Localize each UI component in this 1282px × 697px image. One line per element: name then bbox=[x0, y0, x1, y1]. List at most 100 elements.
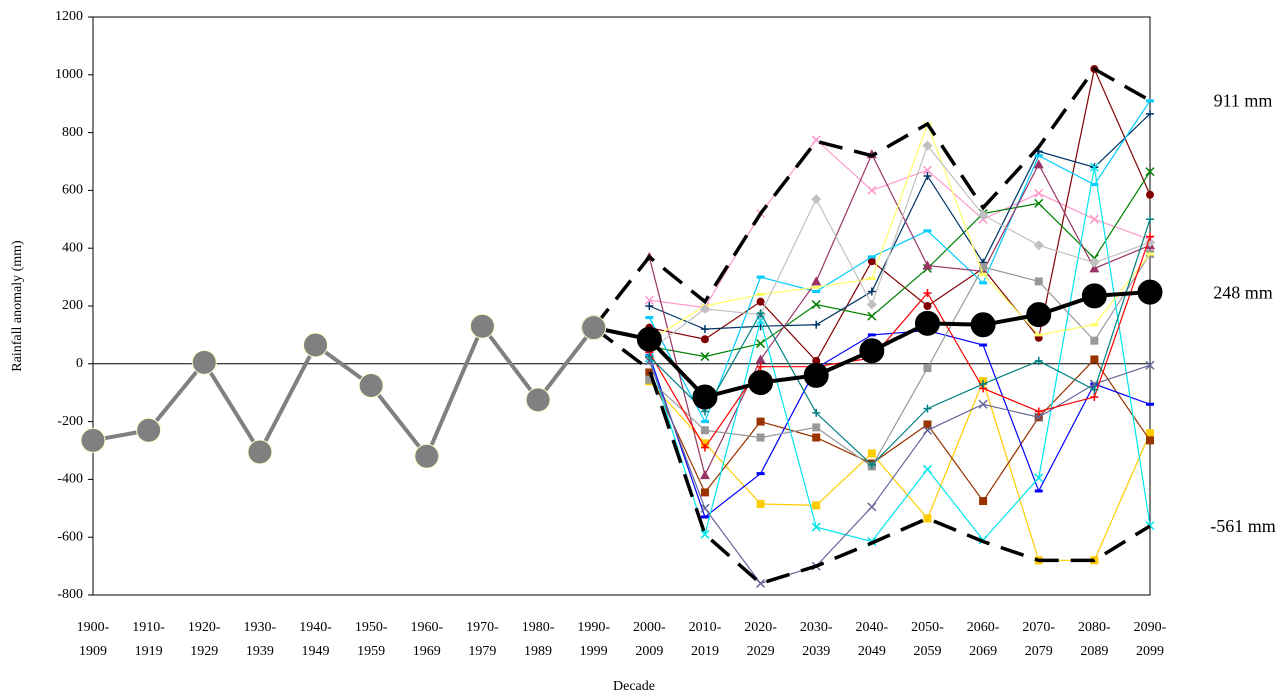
marker bbox=[699, 303, 710, 314]
marker bbox=[358, 372, 384, 398]
marker bbox=[1090, 355, 1099, 364]
marker bbox=[867, 185, 877, 195]
annotation: 248 mm bbox=[1213, 282, 1273, 302]
marker bbox=[748, 370, 774, 396]
x-tick-label: 1930-1939 bbox=[244, 620, 277, 659]
y-tick-label: 1200 bbox=[55, 9, 83, 24]
marker bbox=[923, 171, 932, 180]
y-tick-label: 200 bbox=[62, 298, 83, 313]
marker bbox=[811, 300, 821, 310]
marker bbox=[1090, 393, 1099, 402]
marker bbox=[867, 502, 877, 512]
marker bbox=[1089, 263, 1100, 273]
marker bbox=[191, 349, 217, 375]
marker bbox=[645, 352, 654, 361]
marker bbox=[812, 433, 821, 442]
marker bbox=[979, 262, 988, 271]
series-line bbox=[648, 360, 1151, 585]
marker bbox=[1089, 214, 1099, 224]
y-tick-label: -400 bbox=[57, 472, 83, 487]
x-tick-label: 1980-1989 bbox=[522, 620, 555, 659]
marker bbox=[923, 288, 932, 297]
marker bbox=[1145, 360, 1155, 370]
marker bbox=[756, 417, 765, 426]
marker bbox=[922, 260, 933, 270]
marker bbox=[1089, 162, 1099, 172]
series-line bbox=[648, 122, 1151, 342]
marker bbox=[812, 320, 821, 329]
series-line bbox=[648, 253, 1151, 468]
marker bbox=[811, 194, 822, 205]
marker bbox=[136, 417, 162, 443]
marker bbox=[1146, 190, 1154, 199]
series-line bbox=[648, 167, 1151, 543]
marker bbox=[923, 420, 932, 429]
x-tick-label: 1900-1909 bbox=[77, 620, 110, 659]
marker bbox=[644, 295, 654, 305]
marker bbox=[812, 408, 821, 417]
marker bbox=[867, 460, 876, 469]
x-tick-label: 2000-2009 bbox=[633, 620, 666, 659]
marker bbox=[859, 338, 885, 364]
annotation: 911 mm bbox=[1214, 91, 1273, 111]
marker bbox=[978, 209, 989, 220]
x-tick-label: 1950-1959 bbox=[355, 620, 388, 659]
marker bbox=[1146, 436, 1154, 445]
marker bbox=[1090, 385, 1099, 394]
marker bbox=[414, 443, 440, 469]
x-tick-label: 1990-1999 bbox=[577, 620, 610, 659]
x-tick-label: 2010-2019 bbox=[689, 620, 722, 659]
marker bbox=[1034, 356, 1043, 365]
marker bbox=[581, 315, 607, 341]
x-tick-label: 2070-2079 bbox=[1022, 620, 1055, 659]
marker bbox=[1146, 109, 1154, 118]
x-tick-label: 2040-2049 bbox=[856, 620, 889, 659]
marker bbox=[922, 425, 933, 435]
series-line bbox=[648, 152, 1151, 477]
x-tick-label: 2020-2029 bbox=[744, 620, 777, 659]
series-line bbox=[92, 322, 596, 461]
marker bbox=[1026, 302, 1052, 328]
marker bbox=[1146, 215, 1154, 224]
marker bbox=[756, 499, 765, 508]
marker bbox=[1034, 473, 1044, 483]
x-tick-label: 2030-2039 bbox=[800, 620, 833, 659]
series-line bbox=[648, 219, 1151, 466]
marker bbox=[923, 302, 932, 310]
marker bbox=[700, 529, 710, 539]
x-tick-label: 2090-2099 bbox=[1134, 620, 1167, 659]
x-tick-label: 2050-2059 bbox=[911, 620, 944, 659]
marker bbox=[756, 433, 765, 442]
marker bbox=[756, 322, 765, 331]
series-line bbox=[648, 144, 1151, 352]
y-tick-label: 800 bbox=[62, 125, 83, 140]
marker bbox=[1034, 188, 1044, 198]
marker bbox=[469, 313, 495, 339]
marker bbox=[1033, 159, 1044, 169]
marker bbox=[1146, 429, 1154, 438]
x-tick-label: 1940-1949 bbox=[299, 620, 332, 659]
y-tick-label: -800 bbox=[57, 587, 83, 602]
x-tick-label: 1960-1969 bbox=[410, 620, 443, 659]
marker bbox=[1034, 412, 1044, 422]
plot-area bbox=[92, 16, 1151, 596]
marker bbox=[1090, 336, 1099, 345]
marker bbox=[636, 326, 662, 352]
x-tick-label: 2060-2069 bbox=[967, 620, 1000, 659]
series-line bbox=[592, 326, 1151, 586]
marker bbox=[978, 399, 988, 409]
series-line bbox=[648, 358, 1151, 503]
marker bbox=[700, 352, 710, 362]
marker bbox=[700, 426, 709, 435]
marker bbox=[922, 464, 933, 474]
marker bbox=[755, 354, 766, 364]
marker bbox=[700, 503, 710, 513]
series-line bbox=[592, 66, 1151, 329]
marker bbox=[922, 165, 933, 175]
marker bbox=[1034, 198, 1044, 208]
series-line bbox=[648, 379, 1151, 561]
marker bbox=[923, 404, 932, 413]
marker bbox=[812, 356, 821, 365]
marker bbox=[1145, 167, 1155, 177]
